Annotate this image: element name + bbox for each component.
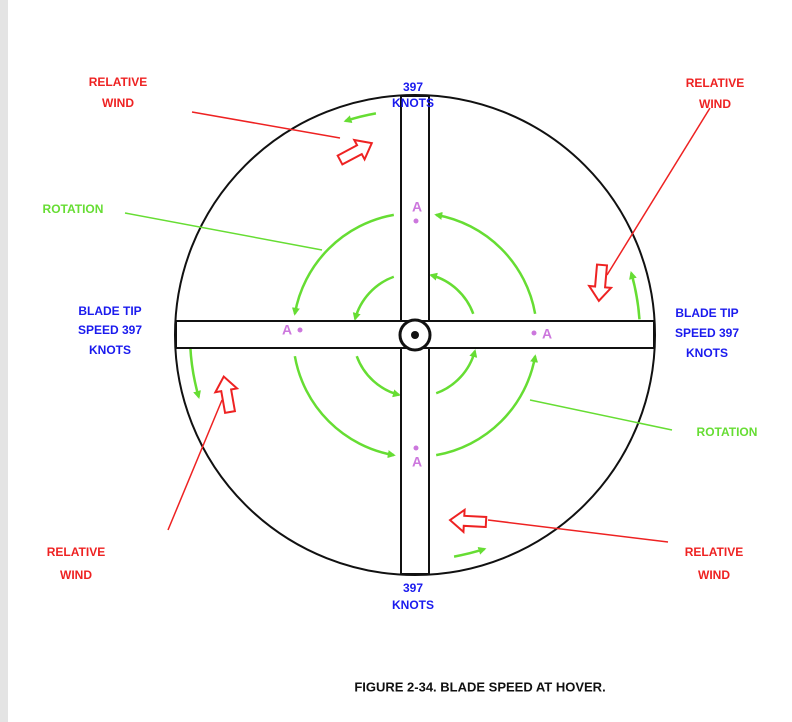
scan-edge	[0, 0, 8, 722]
wind-label: WIND	[699, 97, 731, 111]
wind-label: WIND	[60, 568, 92, 582]
rotation-arc	[291, 213, 395, 316]
wind-label: RELATIVE	[685, 545, 743, 559]
dot	[413, 218, 419, 224]
rotation-arc	[435, 354, 539, 457]
speed-label: KNOTS	[89, 343, 131, 357]
speed-label: SPEED 397	[78, 323, 142, 337]
speed-label: BLADE TIP	[78, 304, 141, 318]
rotation-arc	[629, 271, 641, 320]
wind-label: WIND	[698, 568, 730, 582]
rotation-arc	[429, 272, 475, 315]
wind-arrow	[213, 374, 240, 415]
point-label: A	[412, 199, 422, 215]
wind-label: WIND	[102, 96, 134, 110]
dot	[297, 327, 303, 333]
speed-label: KNOTS	[392, 598, 434, 612]
point-label: A	[542, 326, 552, 342]
speed-label: KNOTS	[392, 96, 434, 110]
leader	[529, 399, 673, 431]
point-label: A	[412, 454, 422, 470]
caption: FIGURE 2-34. BLADE SPEED AT HOVER.	[354, 679, 605, 694]
speed-label: 397	[403, 581, 423, 595]
rotation-arc	[343, 112, 377, 123]
wind-arrow	[587, 263, 614, 303]
leader	[487, 519, 669, 543]
leader	[191, 111, 341, 139]
wind-arrow	[336, 138, 374, 166]
rotation-arc	[189, 346, 201, 399]
point-dots	[297, 218, 537, 451]
speed-label: SPEED 397	[675, 326, 739, 340]
rotation-label: ROTATION	[697, 425, 758, 439]
point-label: A	[282, 322, 292, 338]
leader	[167, 399, 223, 531]
speed-label: KNOTS	[686, 346, 728, 360]
rotation-arc	[434, 211, 537, 315]
rotation-arc	[453, 547, 487, 558]
wind-label: RELATIVE	[686, 76, 744, 90]
wind-label: RELATIVE	[47, 545, 105, 559]
rotation-arcs	[189, 112, 641, 558]
leader	[606, 107, 711, 276]
rotation-arc	[355, 355, 401, 398]
dot	[413, 445, 419, 451]
leader	[124, 212, 323, 251]
wind-arrows	[213, 138, 614, 534]
rotation-arc	[435, 349, 478, 395]
rotation-arc	[293, 355, 396, 459]
dot	[531, 330, 537, 336]
wind-arrow	[448, 507, 488, 534]
wind-leaders	[167, 107, 711, 543]
rotation-leaders	[124, 212, 673, 431]
rotation-arc	[352, 275, 395, 321]
rotation-label: ROTATION	[43, 202, 104, 216]
wind-label: RELATIVE	[89, 75, 147, 89]
speed-label: BLADE TIP	[675, 306, 738, 320]
hub-center	[411, 331, 419, 339]
speed-label: 397	[403, 80, 423, 94]
